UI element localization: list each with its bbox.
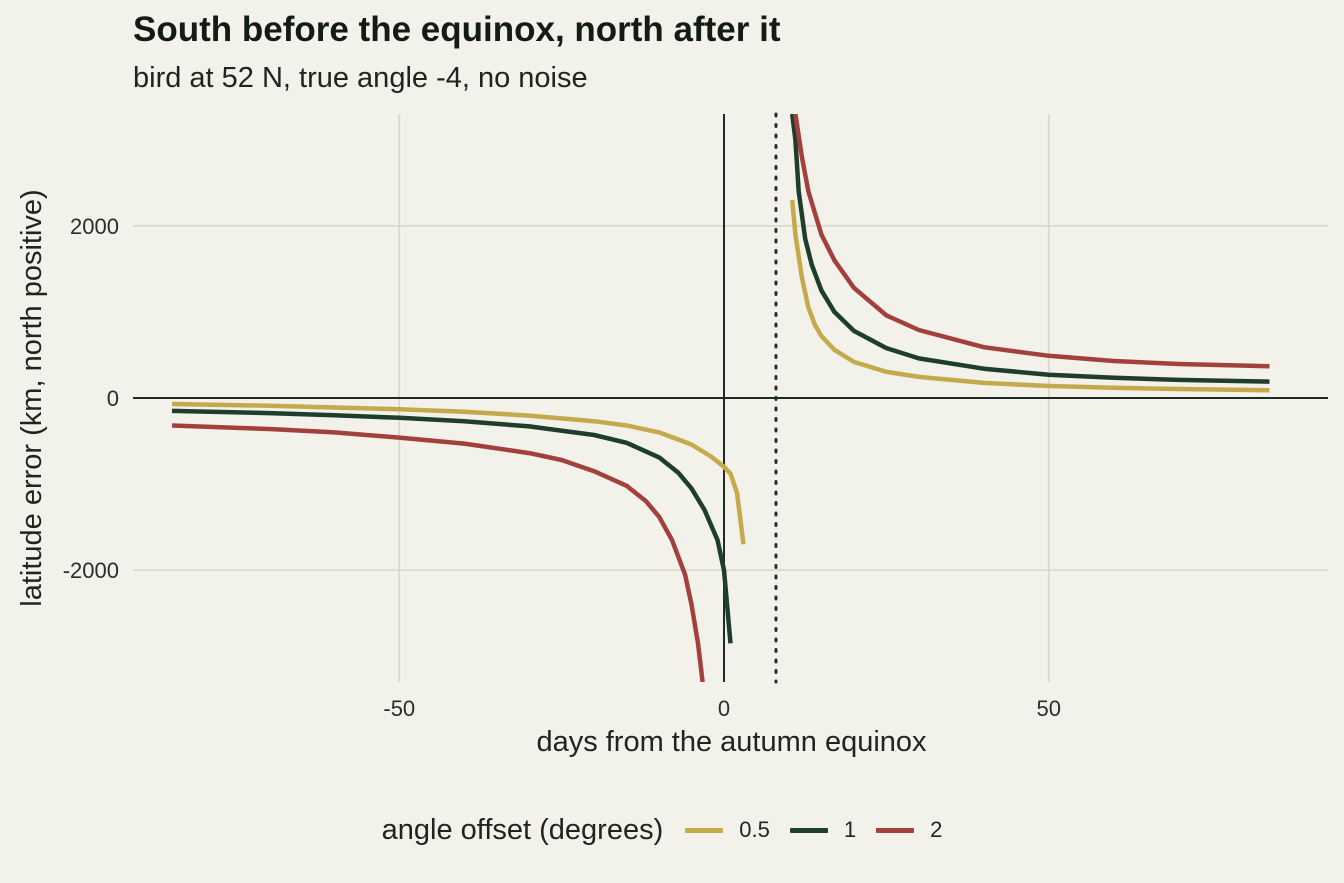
series-line-0-5-segment-1 [171,401,746,545]
legend-label: 2 [930,817,943,842]
legend-swatch [789,827,828,833]
y-tick-label: 0 [107,386,119,411]
x-tick-label: -50 [383,696,415,721]
reference-lines [133,112,1328,684]
series-lines [171,114,1270,682]
chart-subtitle: bird at 52 N, true angle -4, no noise [133,62,588,94]
x-tick-label: 50 [1036,696,1060,721]
legend-label: 1 [843,817,857,842]
series-line-0-5-segment-2 [789,199,1270,393]
legend: angle offset (degrees) 0.5 1 2 [0,808,1344,852]
y-tick-label: -2000 [63,558,119,583]
legend-label: 0.5 [739,817,770,842]
legend-key-0-5: 0.5 [685,817,770,843]
series-line-1-segment-2 [789,114,1270,384]
legend-swatch [685,827,724,833]
legend-key-2: 2 [876,817,942,843]
chart-title: South before the equinox, north after it [133,10,781,49]
series-line-2-segment-2 [793,114,1270,369]
series-line-1-segment-1 [171,408,733,644]
legend-title: angle offset (degrees) [381,813,664,846]
legend-swatch [876,827,915,833]
y-tick-label: 2000 [70,214,119,239]
tick-labels: -50 0 50 -2000 0 2000 [63,214,1061,721]
legend-key-1: 1 [789,817,857,843]
y-axis-title: latitude error (km, north positive) [16,189,48,606]
x-tick-label: 0 [718,696,730,721]
x-axis-title: days from the autumn equinox [536,726,927,758]
series-line-2-segment-1 [171,423,705,682]
